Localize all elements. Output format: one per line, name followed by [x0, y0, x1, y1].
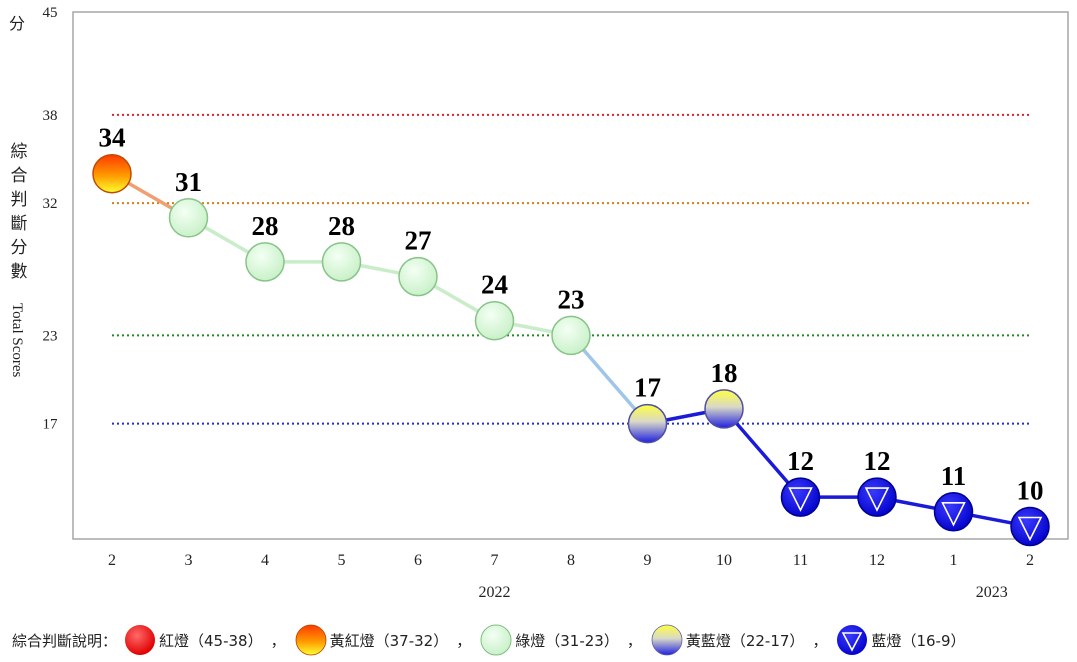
plot-area — [72, 11, 1069, 540]
legend-label-yellow-blue: 黃藍燈（22-17） — [685, 631, 805, 650]
data-label: 18 — [711, 358, 738, 388]
legend-item-yellow-blue: 黃藍燈（22-17） — [650, 623, 805, 657]
yellow-red-light-icon — [295, 624, 327, 656]
x-tick-label: 8 — [567, 552, 575, 569]
y-tick-label: 38 — [43, 108, 58, 124]
data-point-triangle — [788, 487, 813, 512]
x-tick-label: 10 — [716, 552, 732, 569]
data-label: 10 — [1017, 476, 1044, 506]
threshold-lines — [112, 113, 1030, 425]
data-label: 12 — [787, 446, 814, 476]
data-label: 34 — [99, 123, 126, 153]
legend-separator: ， — [270, 631, 286, 650]
data-label: 24 — [481, 270, 508, 300]
y-tick-label: 17 — [43, 417, 59, 433]
legend-item-yellow-red: 黃紅燈（37-32） — [294, 623, 449, 657]
data-point — [321, 242, 362, 282]
x-tick-label: 1 — [950, 552, 958, 569]
legend-separator: ， — [456, 631, 472, 650]
y-tick-label: 45 — [43, 5, 58, 21]
data-label: 31 — [175, 167, 202, 197]
blue-light-icon — [837, 625, 868, 655]
x-tick-label: 12 — [869, 552, 885, 569]
legend-item-green: 綠燈（31-23） — [479, 623, 619, 657]
data-labels: 34 31 28 28 27 24 23 17 18 12 12 11 10 — [99, 123, 1044, 506]
year-label: 2022 — [479, 584, 511, 601]
data-label: 27 — [405, 226, 432, 256]
data-label: 28 — [252, 211, 279, 241]
green-light-icon — [480, 624, 512, 656]
legend-label-blue: 藍燈（16-9） — [871, 631, 966, 650]
x-tick-label: 4 — [261, 552, 269, 569]
y-axis-label-cn: 綜合判斷分數 — [10, 142, 28, 282]
x-tick-label: 3 — [185, 552, 193, 569]
x-tick-label: 9 — [644, 552, 652, 569]
x-tick-label: 7 — [491, 552, 499, 569]
data-point — [168, 198, 209, 238]
x-tick-label: 6 — [414, 552, 422, 569]
legend-separator: ， — [812, 631, 828, 650]
legend-label-red: 紅燈（45-38） — [159, 631, 263, 650]
data-point-triangle — [1017, 516, 1043, 542]
y-tick-label: 32 — [43, 196, 58, 212]
data-label: 28 — [328, 211, 355, 241]
data-label: 11 — [941, 461, 967, 491]
data-point — [474, 300, 515, 341]
y-tick-label: 23 — [43, 328, 58, 344]
data-point — [704, 389, 744, 429]
x-tick-label: 11 — [793, 552, 808, 569]
y-axis-label-en: Total Scores — [9, 303, 25, 378]
data-point — [627, 403, 668, 444]
x-tick-label: 5 — [338, 552, 346, 569]
data-label: 17 — [634, 373, 661, 403]
red-light-icon — [125, 625, 156, 655]
legend: 綜合判斷說明： 紅燈（45-38） ， 黃紅燈（37-32） ， 綠燈（31-2… — [12, 622, 970, 658]
legend-label-green: 綠燈（31-23） — [515, 631, 619, 650]
y-axis-label-en-wrap: Total Scores — [7, 303, 29, 495]
data-label: 23 — [558, 284, 585, 314]
y-axis: 17 23 32 38 45 — [43, 5, 59, 433]
data-label: 12 — [864, 446, 891, 476]
x-tick-label: 2 — [1026, 552, 1034, 569]
data-point-triangle — [864, 487, 890, 512]
legend-label-yellow-red: 黃紅燈（37-32） — [329, 631, 449, 650]
data-point-triangle — [941, 502, 966, 527]
legend-item-red: 紅燈（45-38） — [123, 623, 263, 657]
legend-item-blue: 藍燈（16-9） — [835, 623, 966, 657]
legend-separator: ， — [626, 631, 642, 650]
series-points — [92, 153, 1050, 547]
x-tick-label: 2 — [108, 552, 116, 569]
y-unit-label: 分 — [9, 14, 26, 33]
yellow-blue-light-icon — [651, 624, 683, 656]
data-point — [92, 153, 132, 194]
year-label: 2023 — [976, 584, 1008, 601]
legend-title: 綜合判斷說明： — [12, 631, 118, 650]
data-point — [551, 315, 591, 356]
data-point — [245, 242, 285, 282]
data-point — [398, 256, 438, 297]
